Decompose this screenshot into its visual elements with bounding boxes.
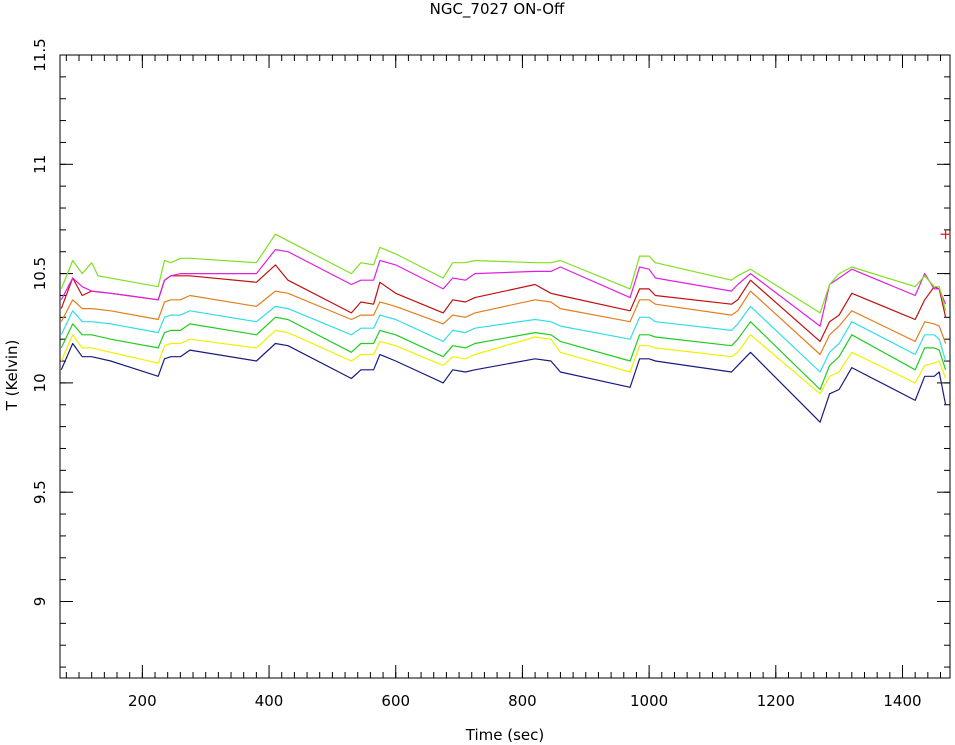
x-tick-label: 1000 <box>630 692 668 710</box>
plot-frame <box>59 54 951 679</box>
x-tick-label: 600 <box>381 692 410 710</box>
x-tick-label: 200 <box>128 692 157 710</box>
y-tick-label: 9 <box>31 597 49 607</box>
y-tick-label: 11 <box>31 155 49 174</box>
y-tick-label: 11.5 <box>31 38 49 71</box>
series-group <box>60 233 947 423</box>
x-tick-label: 400 <box>255 692 284 710</box>
plus-marker <box>940 229 951 240</box>
y-tick-label: 10.5 <box>31 257 49 290</box>
x-tick-label: 1200 <box>757 692 795 710</box>
series-line-5 <box>60 290 947 356</box>
y-axis-label: T (Kelvin) <box>3 340 21 412</box>
series-line-3 <box>60 316 947 391</box>
minor-ticks <box>60 54 950 678</box>
series-line-4 <box>60 305 947 373</box>
x-tick-label: 1400 <box>883 692 921 710</box>
x-axis-label: Time (sec) <box>465 726 544 744</box>
y-tick-labels: 9 9.5 10 10.5 11 11.5 <box>31 38 49 606</box>
chart-title: NGC_7027 ON-Off <box>430 0 565 19</box>
series-line-1 <box>60 342 947 423</box>
series-line-6 <box>60 264 947 342</box>
x-tick-label: 800 <box>508 692 537 710</box>
major-ticks <box>60 54 950 678</box>
series-line-7 <box>60 249 947 327</box>
series-line-2 <box>60 329 947 395</box>
series-line-8 <box>60 233 947 314</box>
y-tick-label: 10 <box>31 373 49 392</box>
y-tick-label: 9.5 <box>31 480 49 504</box>
marker-group <box>940 229 951 240</box>
x-tick-labels: 200 400 600 800 1000 1200 1400 <box>128 692 922 710</box>
